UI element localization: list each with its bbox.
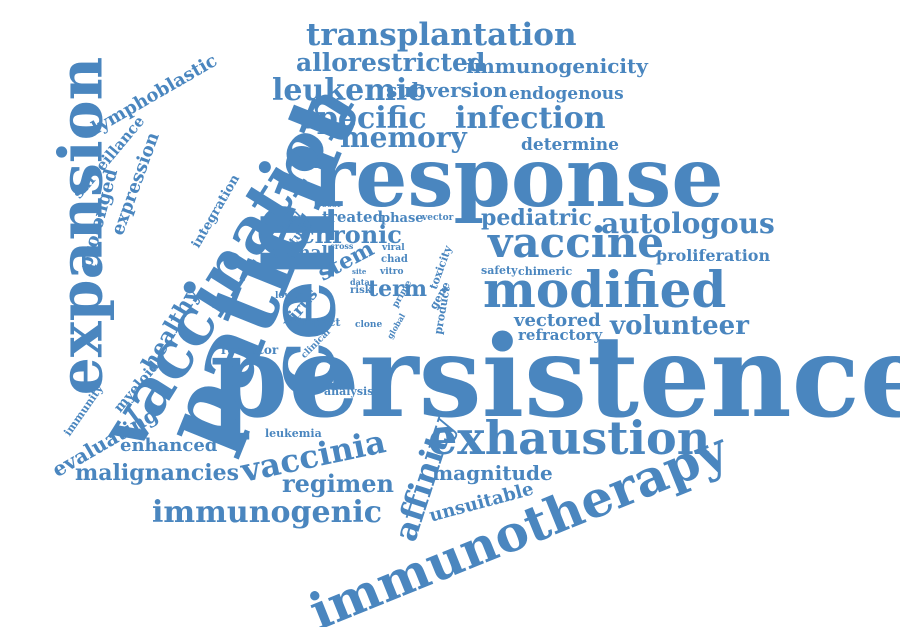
word-phase: phase: [381, 211, 424, 226]
word-pediatric: pediatric: [481, 205, 592, 231]
word-lower: lower: [275, 291, 303, 301]
word-chimeric: chimeric: [518, 265, 573, 278]
word-proliferation: proliferation: [656, 246, 771, 265]
word-chronic: chronic: [300, 220, 402, 249]
word-transplantation: transplantation: [306, 17, 577, 53]
word-chad: chad: [381, 254, 408, 265]
word-autologous: autologous: [601, 207, 775, 240]
word-risk: risk: [350, 285, 372, 296]
word-allorestricted: allorestricted: [296, 48, 486, 77]
word-subversion: subversion: [386, 78, 508, 102]
word-clone: clone: [355, 320, 383, 330]
word-immunogenicity: immunogenicity: [466, 54, 648, 78]
word-persistence: persistence: [210, 312, 900, 443]
word-vector: vector: [422, 213, 454, 223]
word-data: data: [350, 277, 370, 287]
word-endogenous: endogenous: [509, 84, 624, 104]
word-specific: specific: [300, 101, 427, 136]
word-infection: infection: [455, 101, 606, 136]
word-boost: boost: [316, 199, 341, 209]
word-site: site: [352, 267, 367, 276]
word-response: response: [312, 130, 724, 226]
word-modified: modified: [483, 260, 727, 319]
word-enhanced: enhanced: [120, 435, 218, 456]
word-determine: determine: [521, 135, 619, 155]
word-leukemia: leukemia: [265, 427, 322, 440]
word-treated: treated: [322, 208, 384, 226]
word-safety: safety: [481, 264, 518, 277]
word-regimen: regimen: [282, 469, 394, 498]
word-vectored: vectored: [514, 310, 601, 331]
word-term: term: [368, 276, 428, 302]
word-receptor: receptor: [221, 343, 279, 357]
word-clonal: clonal: [270, 243, 328, 263]
word-exhaustion: exhaustion: [428, 411, 711, 465]
word-memory: memory: [340, 121, 467, 154]
word-vitro: vitro: [380, 267, 404, 277]
word-malignancies: malignancies: [75, 460, 240, 486]
word-cross: cross: [330, 241, 354, 251]
word-immunogenic: immunogenic: [152, 495, 383, 530]
word-refractory: refractory: [518, 326, 603, 344]
word-volunteer: volunteer: [610, 311, 749, 341]
word-impact: impact: [298, 316, 341, 329]
word-magnitude: magnitude: [432, 461, 553, 485]
word-viral: viral: [382, 243, 405, 253]
word-analysis: analysis: [324, 385, 374, 398]
word-leukemic: leukemic: [272, 73, 426, 108]
word-vaccine: vaccine: [488, 218, 664, 267]
